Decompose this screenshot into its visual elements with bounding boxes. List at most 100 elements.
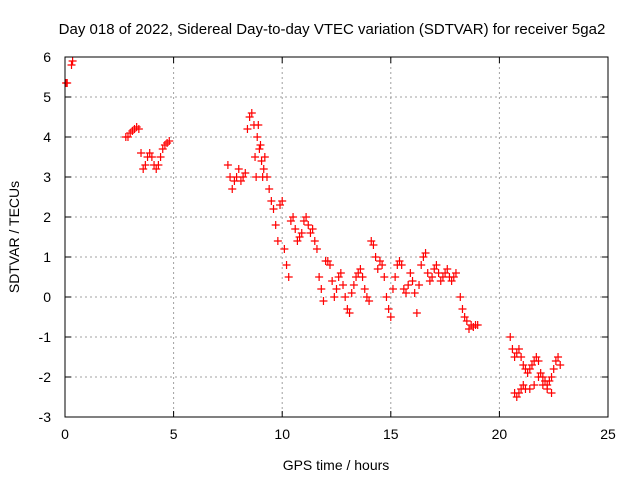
data-point [286,217,295,225]
data-point [145,149,154,157]
data-point [530,381,539,389]
data-point [265,185,274,193]
chart-title: Day 018 of 2022, Sidereal Day-to-day VTE… [59,21,606,38]
data-point [458,305,467,313]
data-point [469,323,478,331]
grid-lines [65,57,608,417]
data-point [345,309,354,317]
data-point [423,269,432,277]
data-point [451,269,460,277]
data-point [408,277,417,285]
data-point [362,293,371,301]
data-point [402,289,411,297]
data-point [443,265,452,273]
x-tick-labels: 0 5 10 15 20 25 [61,426,616,442]
data-point [456,293,465,301]
data-point [154,161,163,169]
data-point [334,273,343,281]
data-point [256,141,265,149]
data-point [347,289,356,297]
data-point [332,285,341,293]
data-point [253,133,262,141]
data-point [328,277,337,285]
y-tick-label: 1 [43,249,51,265]
data-point [134,125,143,133]
data-point [556,361,565,369]
y-tick-label: 3 [43,169,51,185]
data-point [534,357,543,365]
data-point [514,345,523,353]
y-tick-label: 0 [43,289,51,305]
data-point [312,245,321,253]
data-point [228,185,237,193]
data-point [506,333,515,341]
data-point [388,285,397,293]
data-point [236,177,245,185]
data-point [152,165,161,173]
data-point [304,221,313,229]
data-point [462,317,471,325]
data-point [406,269,415,277]
data-point [386,313,395,321]
data-point [554,353,563,361]
data-point [519,361,528,369]
x-tick-label: 25 [600,426,616,442]
data-point [395,257,404,265]
data-point [341,293,350,301]
data-point [460,313,469,321]
data-point [126,129,135,137]
data-point [367,237,376,245]
data-point [280,245,289,253]
data-point [247,109,256,117]
data-point [399,285,408,293]
data-point [517,353,526,361]
x-tick-label: 15 [383,426,399,442]
data-point [371,253,380,261]
data-point [415,281,424,289]
data-point [156,153,165,161]
data-point [243,125,252,133]
data-point [310,237,319,245]
data-point [241,169,250,177]
data-point [137,149,146,157]
data-point [128,127,137,135]
data-point [525,385,534,393]
data-points [62,57,565,401]
data-point [417,261,426,269]
data-point [139,165,148,173]
data-point [68,57,77,65]
x-tick-label: 5 [170,426,178,442]
data-point [306,229,315,237]
data-point [325,261,334,269]
data-point [419,253,428,261]
data-point [538,381,547,389]
y-tick-label: 4 [43,129,51,145]
y-tick-label: -2 [39,369,52,385]
x-axis-label: GPS time / hours [283,457,390,473]
data-point [512,349,521,357]
data-point [123,133,132,141]
data-point [397,261,406,269]
y-tick-label: 5 [43,89,51,105]
data-point [432,261,441,269]
data-point [349,281,358,289]
data-point [543,385,552,393]
data-point [356,265,365,273]
data-point [336,269,345,277]
data-point [289,213,298,221]
data-point [447,277,456,285]
data-point [271,221,280,229]
data-point [239,173,248,181]
data-point [358,273,367,281]
data-point [343,305,352,313]
data-point [267,197,276,205]
data-point [378,261,387,269]
data-point [532,353,541,361]
data-point [425,277,434,285]
data-point [223,161,232,169]
data-point [428,273,437,281]
data-point [534,373,543,381]
data-point [276,201,285,209]
y-tick-label: -1 [39,329,52,345]
